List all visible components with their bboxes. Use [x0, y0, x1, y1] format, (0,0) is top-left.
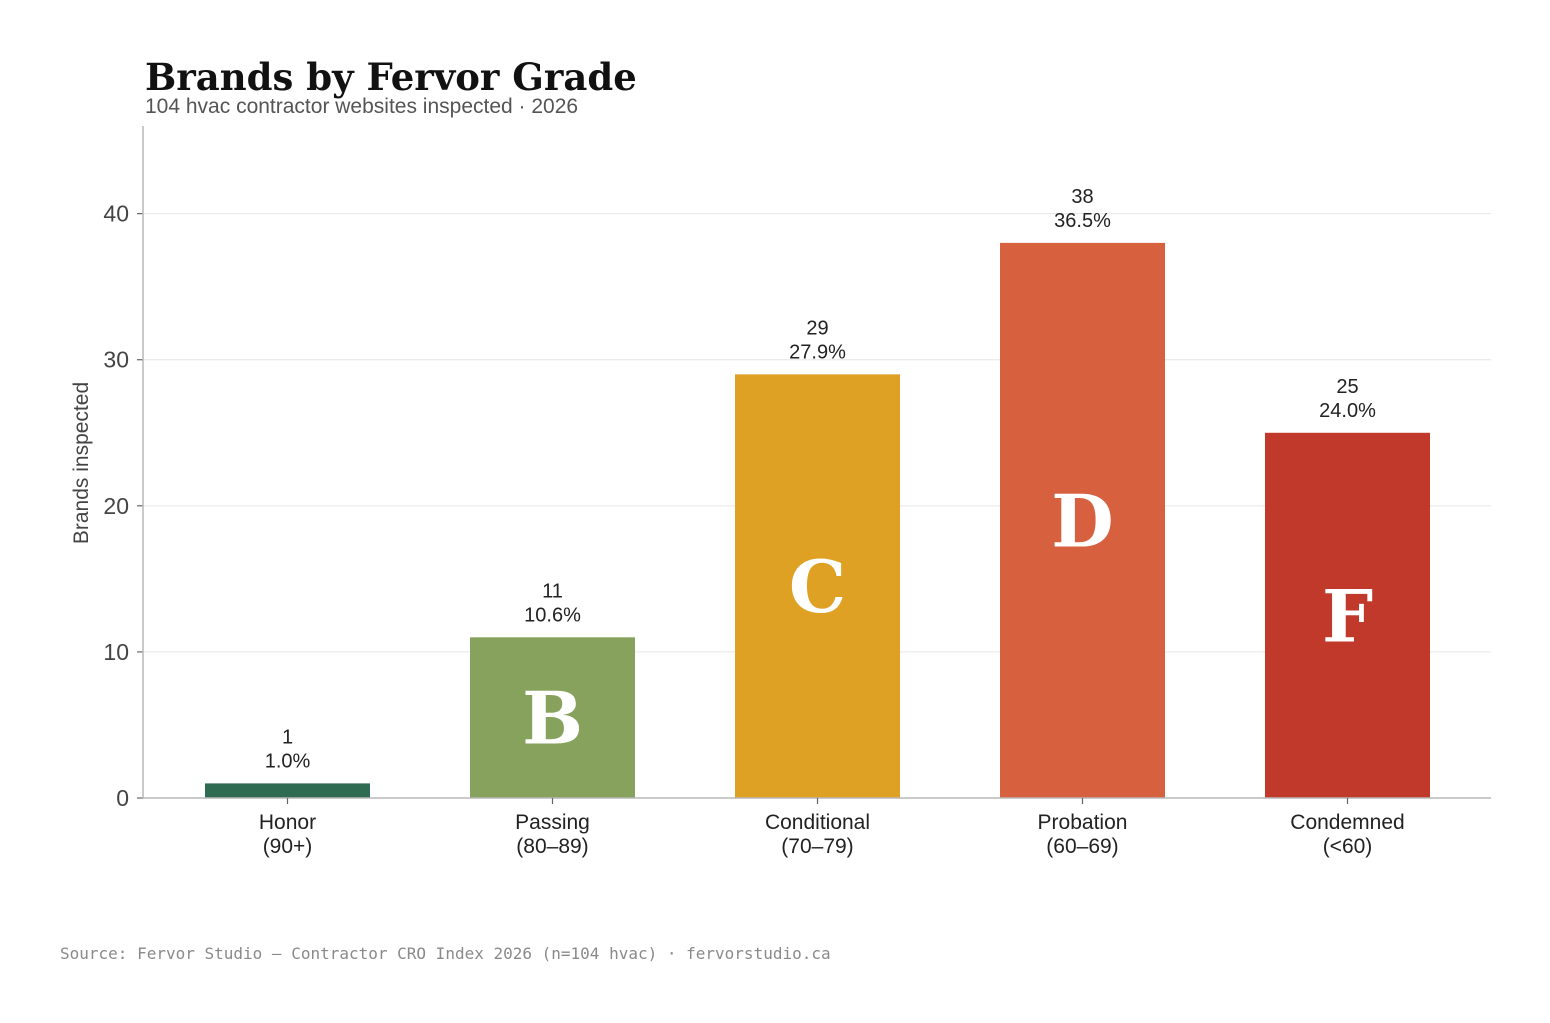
x-axis: Honor(90+) Passing(80–89) Conditional(70–7… — [143, 797, 1491, 858]
x-tick-label-range: (<60) — [1323, 835, 1373, 858]
chart-title: Brands by Fervor Grade — [145, 55, 637, 99]
bar-probation — [1000, 242, 1165, 798]
x-tick-label-range: (70–79) — [781, 835, 853, 858]
x-tick-label-name: Honor — [259, 811, 316, 834]
data-label-count: 1 — [282, 726, 293, 748]
data-label-percent: 24.0% — [1319, 400, 1376, 422]
x-tick-label-name: Passing — [515, 811, 590, 834]
y-tick-label: 20 — [103, 493, 129, 519]
chart-subtitle: 104 hvac contractor websites inspected ·… — [145, 95, 578, 118]
x-tick-label-name: Conditional — [765, 811, 870, 834]
y-tick-label: 30 — [103, 347, 129, 373]
data-label-count: 38 — [1071, 186, 1093, 208]
y-axis: 0 10 20 30 40 — [103, 126, 144, 811]
grade-letter: D — [1051, 478, 1113, 563]
x-tick-label-range: (60–69) — [1046, 835, 1118, 858]
y-axis-label: Brands inspected — [70, 382, 93, 544]
grade-letter: C — [789, 544, 846, 629]
data-label-percent: 10.6% — [524, 604, 581, 626]
y-tick-label: 40 — [103, 201, 129, 227]
data-label-percent: 27.9% — [789, 341, 846, 363]
source-note: Source: Fervor Studio — Contractor CRO I… — [60, 944, 831, 963]
x-tick-label-range: (80–89) — [516, 835, 588, 858]
bar-conditional — [735, 374, 900, 798]
x-tick-label-range: (90+) — [263, 835, 313, 858]
data-label-percent: 1.0% — [265, 750, 311, 772]
data-label-count: 25 — [1336, 376, 1358, 398]
bar-honor — [205, 783, 370, 798]
grade-letter: B — [522, 676, 583, 761]
y-tick-label: 0 — [116, 785, 129, 811]
data-label-percent: 36.5% — [1054, 210, 1111, 232]
data-label-count: 11 — [542, 580, 563, 602]
grade-letter: F — [1322, 573, 1373, 658]
x-tick-label-name: Probation — [1038, 811, 1128, 834]
bar-passing — [470, 637, 635, 798]
x-tick-label-name: Condemned — [1290, 811, 1404, 834]
y-tick-label: 10 — [103, 639, 129, 665]
bar-condemned — [1265, 432, 1430, 798]
data-label-count: 29 — [806, 317, 828, 339]
